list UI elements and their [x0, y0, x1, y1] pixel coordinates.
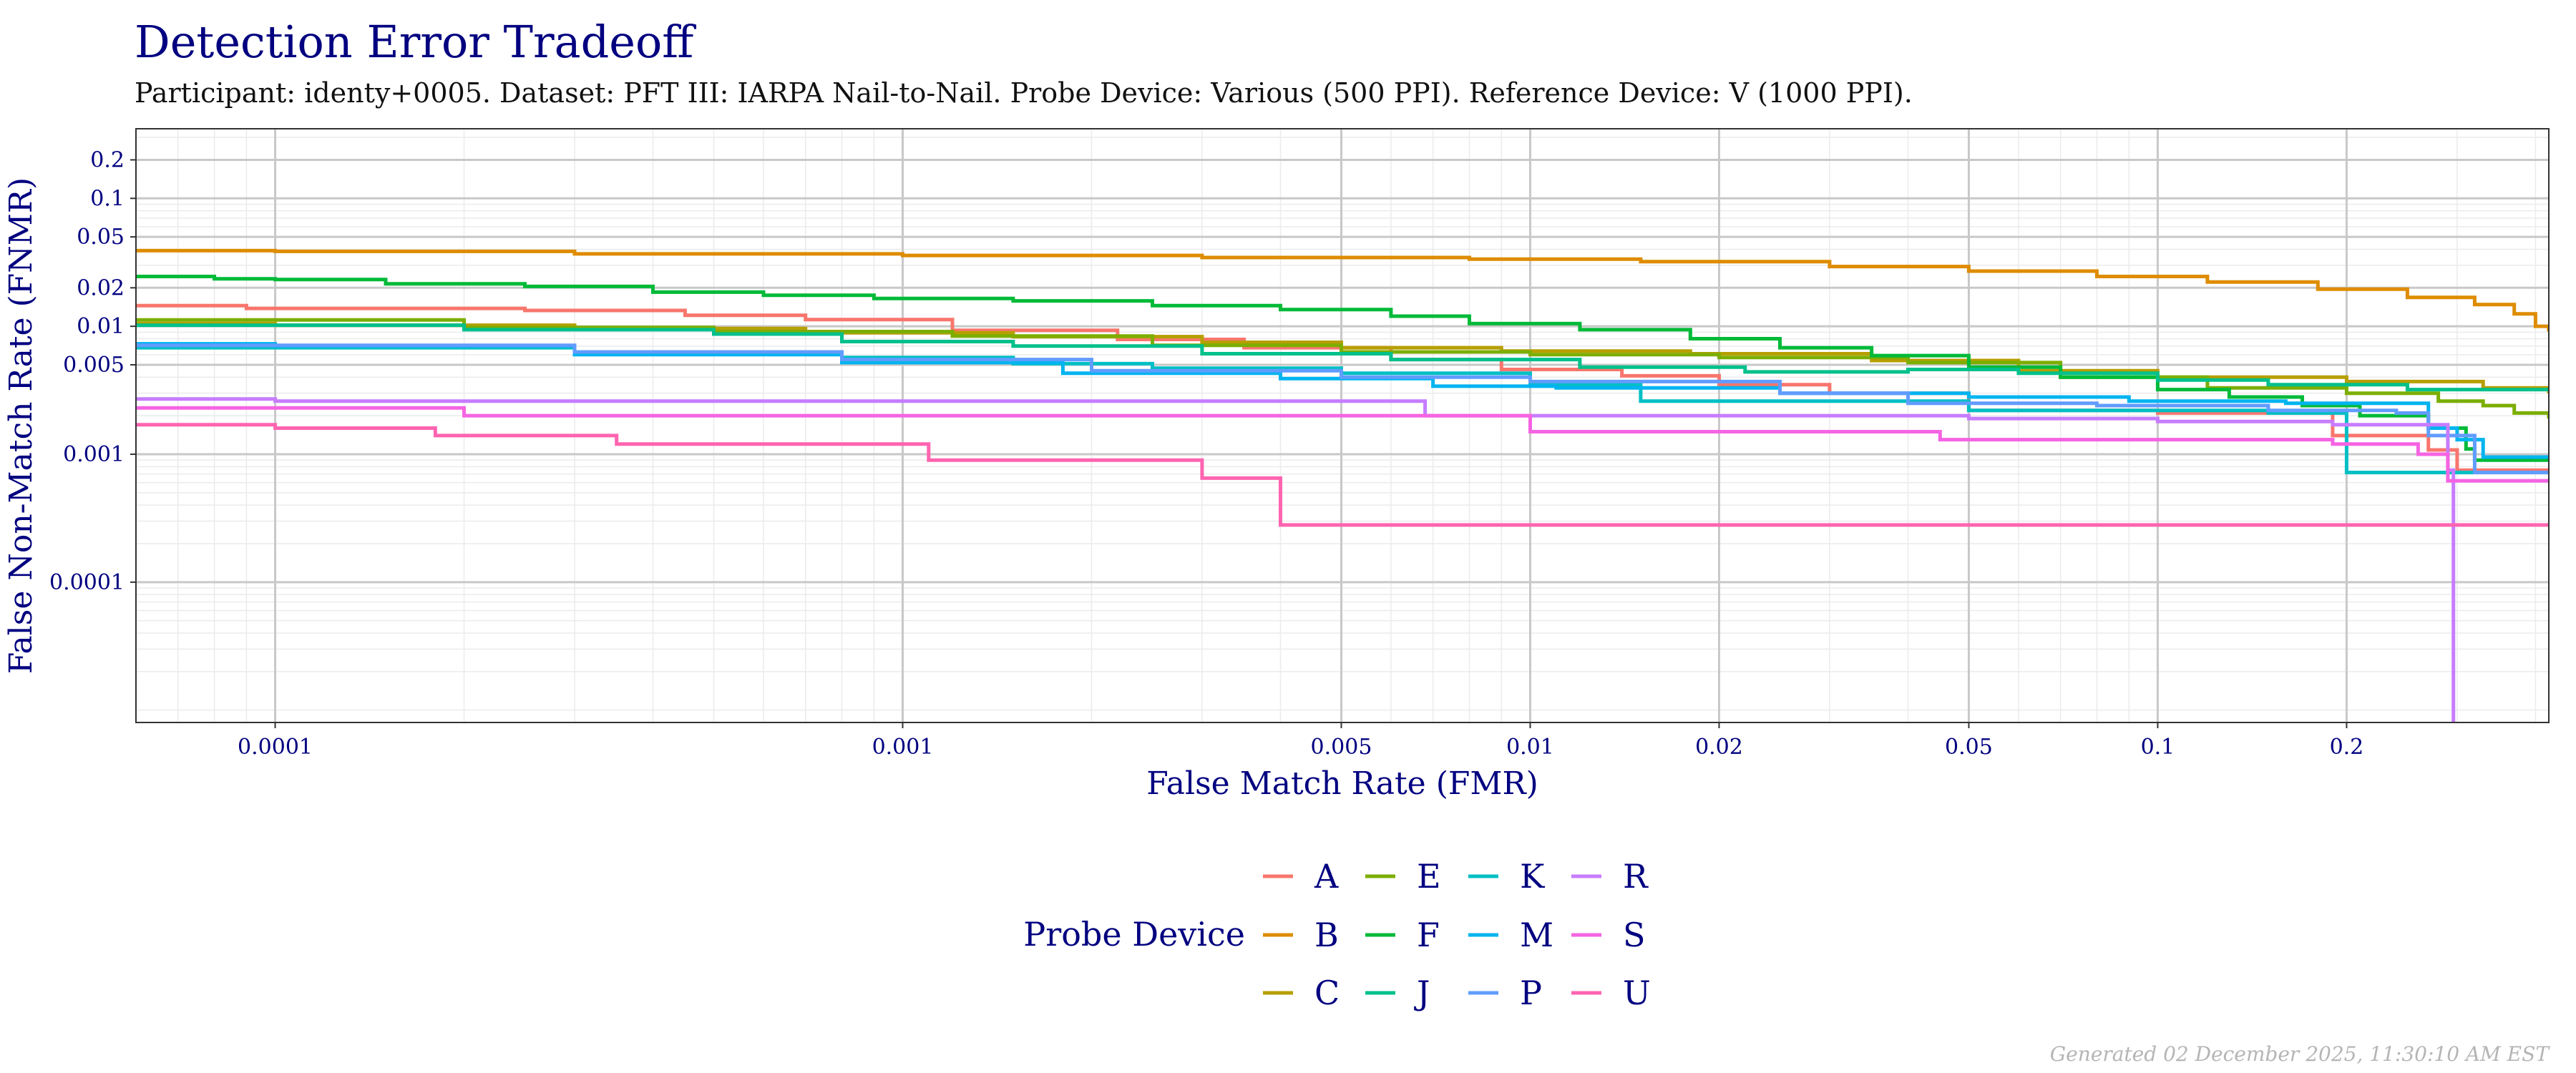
x-tick-label: 0.01 — [1506, 735, 1554, 760]
legend-label-M: M — [1520, 916, 1553, 954]
legend: ABC EFJ KMP RSU — [1263, 857, 1651, 1012]
chart-title: Detection Error Tradeoff — [135, 16, 696, 68]
legend-label-J: J — [1414, 974, 1430, 1012]
y-tick-label: 0.005 — [63, 353, 125, 378]
y-tick-label: 0.0001 — [49, 570, 125, 595]
legend-item-U: U — [1571, 974, 1651, 1012]
x-tick-label: 0.2 — [2330, 735, 2364, 760]
y-tick-label: 0.01 — [77, 314, 125, 339]
legend-item-B: B — [1263, 916, 1339, 954]
y-tick-label: 0.02 — [77, 275, 125, 300]
y-axis-ticks: 0.2 0.1 0.05 0.02 0.01 0.005 0.001 0.0001 — [49, 147, 136, 595]
x-axis-title: False Match Rate (FMR) — [1146, 765, 1538, 802]
series-line-M — [136, 342, 2549, 459]
legend-label-F: F — [1417, 916, 1440, 954]
legend-label-P: P — [1520, 974, 1542, 1012]
series-line-J — [136, 323, 2549, 392]
legend-item-J: J — [1365, 974, 1430, 1012]
legend-item-C: C — [1263, 974, 1340, 1012]
legend-item-E: E — [1365, 857, 1441, 896]
legend-item-F: F — [1365, 916, 1440, 954]
legend-item-M: M — [1468, 916, 1553, 954]
y-tick-label: 0.05 — [77, 225, 125, 250]
y-tick-label: 0.001 — [63, 442, 125, 467]
legend-item-S: S — [1571, 916, 1646, 954]
legend-label-K: K — [1520, 857, 1546, 896]
legend-label-S: S — [1623, 916, 1646, 954]
series-line-C — [136, 321, 2549, 393]
legend-label-C: C — [1314, 974, 1340, 1012]
series-line-P — [136, 343, 2549, 474]
x-tick-label: 0.001 — [872, 735, 934, 760]
y-tick-label: 0.2 — [90, 147, 125, 172]
legend-item-A: A — [1263, 857, 1339, 896]
y-axis-title: False Non-Match Rate (FNMR) — [3, 177, 39, 674]
series-lines — [136, 248, 2549, 722]
legend-item-R: R — [1571, 857, 1649, 896]
series-line-B — [136, 248, 2549, 332]
series-line-S — [136, 406, 2549, 483]
legend-label-R: R — [1623, 857, 1649, 896]
series-line-E — [136, 318, 2549, 419]
legend-label-A: A — [1314, 857, 1339, 896]
series-line-R — [136, 397, 2456, 722]
series-line-A — [136, 303, 2549, 472]
legend-title: Probe Device — [1023, 915, 1245, 954]
x-tick-label: 0.005 — [1311, 735, 1372, 760]
plot-panel-border — [135, 128, 2550, 723]
x-tick-label: 0.0001 — [238, 735, 313, 760]
series-line-F — [136, 275, 2549, 462]
x-axis-ticks: 0.0001 0.001 0.005 0.01 0.02 0.05 0.1 0.2 — [238, 722, 2363, 760]
x-tick-label: 0.02 — [1695, 735, 1743, 760]
chart-subtitle: Participant: identy+0005. Dataset: PFT I… — [135, 77, 1913, 109]
grid — [135, 129, 2549, 722]
legend-item-P: P — [1468, 974, 1542, 1012]
x-tick-label: 0.1 — [2141, 735, 2175, 760]
legend-label-B: B — [1314, 916, 1339, 954]
legend-label-E: E — [1417, 857, 1441, 896]
x-tick-label: 0.05 — [1945, 735, 1993, 760]
legend-item-K: K — [1468, 857, 1546, 896]
legend-label-U: U — [1623, 974, 1651, 1012]
series-line-U — [136, 423, 2549, 527]
generated-footer: Generated 02 December 2025, 11:30:10 AM … — [2050, 1042, 2551, 1066]
y-tick-label: 0.1 — [90, 186, 125, 211]
